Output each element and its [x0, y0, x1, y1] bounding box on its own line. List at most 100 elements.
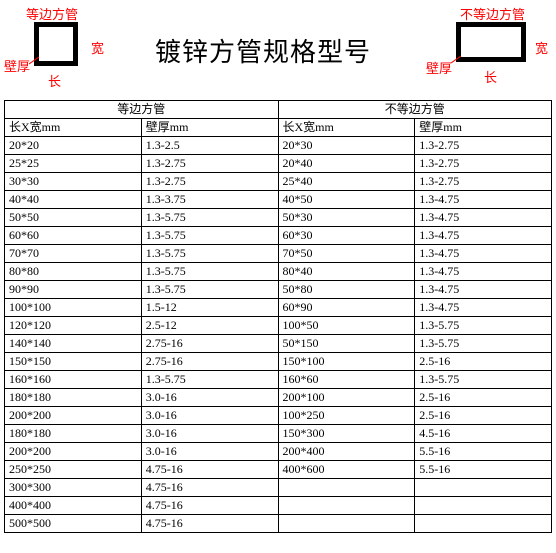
cell-a: 90*90: [5, 281, 142, 299]
cell-d: 1.3-4.75: [415, 299, 552, 317]
cell-d: 1.3-5.75: [415, 335, 552, 353]
cell-d: 1.3-5.75: [415, 371, 552, 389]
cell-a: 140*140: [5, 335, 142, 353]
cell-a: 180*180: [5, 389, 142, 407]
cell-a: 20*20: [5, 137, 142, 155]
cell-d: 1.3-4.75: [415, 263, 552, 281]
cell-b: 2.75-16: [141, 335, 278, 353]
table-row: 20*201.3-2.520*301.3-2.75: [5, 137, 552, 155]
cell-a: 80*80: [5, 263, 142, 281]
table-row: 70*701.3-5.7570*501.3-4.75: [5, 245, 552, 263]
cell-c: 60*90: [278, 299, 415, 317]
cell-a: 160*160: [5, 371, 142, 389]
label-wall: 壁厚: [4, 56, 30, 75]
cell-c: 70*50: [278, 245, 415, 263]
cell-c: 20*40: [278, 155, 415, 173]
cell-c: 50*150: [278, 335, 415, 353]
cell-c: 60*30: [278, 227, 415, 245]
table-row: 150*1502.75-16150*1002.5-16: [5, 353, 552, 371]
cell-a: 200*200: [5, 443, 142, 461]
cell-a: 200*200: [5, 407, 142, 425]
table-row: 120*1202.5-12100*501.3-5.75: [5, 317, 552, 335]
cell-b: 4.75-16: [141, 461, 278, 479]
cell-b: 1.3-3.75: [141, 191, 278, 209]
cell-a: 100*100: [5, 299, 142, 317]
cell-c: [278, 515, 415, 533]
cell-c: 50*80: [278, 281, 415, 299]
cell-d: 1.3-2.75: [415, 155, 552, 173]
table-row: 30*301.3-2.7525*401.3-2.75: [5, 173, 552, 191]
cell-b: 4.75-16: [141, 515, 278, 533]
cell-d: 1.3-4.75: [415, 245, 552, 263]
table-group-row: 等边方管 不等边方管: [5, 101, 552, 119]
cell-b: 1.3-5.75: [141, 281, 278, 299]
table-row: 40*401.3-3.7540*501.3-4.75: [5, 191, 552, 209]
cell-c: [278, 497, 415, 515]
cell-c: 200*400: [278, 443, 415, 461]
square-tube-diagram: 等边方管 宽 长 壁厚: [8, 10, 98, 90]
group-right: 不等边方管: [278, 101, 552, 119]
cell-a: 150*150: [5, 353, 142, 371]
cell-d: 1.3-2.75: [415, 137, 552, 155]
cell-d: 1.3-4.75: [415, 281, 552, 299]
table-row: 180*1803.0-16200*1002.5-16: [5, 389, 552, 407]
cell-d: 2.5-16: [415, 353, 552, 371]
cell-d: 2.5-16: [415, 407, 552, 425]
cell-a: 400*400: [5, 497, 142, 515]
cell-c: 50*30: [278, 209, 415, 227]
cell-b: 1.3-5.75: [141, 227, 278, 245]
cell-b: 1.3-2.75: [141, 155, 278, 173]
cell-b: 3.0-16: [141, 443, 278, 461]
cell-b: 4.75-16: [141, 497, 278, 515]
cell-c: 150*100: [278, 353, 415, 371]
label-length: 长: [48, 71, 61, 90]
label-top: 不等边方管: [460, 4, 525, 23]
table-row: 100*1001.5-1260*901.3-4.75: [5, 299, 552, 317]
cell-b: 3.0-16: [141, 407, 278, 425]
table-row: 200*2003.0-16100*2502.5-16: [5, 407, 552, 425]
cell-a: 500*500: [5, 515, 142, 533]
table-row: 160*1601.3-5.75160*601.3-5.75: [5, 371, 552, 389]
cell-a: 300*300: [5, 479, 142, 497]
rect-tube-diagram: 不等边方管 宽 长 壁厚: [428, 10, 548, 90]
label-width: 宽: [535, 38, 548, 57]
table-row: 180*1803.0-16150*3004.5-16: [5, 425, 552, 443]
cell-b: 1.5-12: [141, 299, 278, 317]
cell-a: 50*50: [5, 209, 142, 227]
cell-c: 20*30: [278, 137, 415, 155]
label-length: 长: [484, 67, 497, 86]
cell-a: 180*180: [5, 425, 142, 443]
cell-c: 100*250: [278, 407, 415, 425]
cell-b: 2.5-12: [141, 317, 278, 335]
cell-a: 30*30: [5, 173, 142, 191]
cell-c: 150*300: [278, 425, 415, 443]
spec-table: 等边方管 不等边方管 长X宽mm 壁厚mm 长X宽mm 壁厚mm 20*201.…: [4, 100, 552, 533]
cell-d: 4.5-16: [415, 425, 552, 443]
group-left: 等边方管: [5, 101, 279, 119]
table-header-row: 长X宽mm 壁厚mm 长X宽mm 壁厚mm: [5, 119, 552, 137]
cell-c: 80*40: [278, 263, 415, 281]
table-row: 300*3004.75-16: [5, 479, 552, 497]
cell-c: 400*600: [278, 461, 415, 479]
cell-c: 25*40: [278, 173, 415, 191]
label-wall: 壁厚: [426, 58, 452, 77]
cell-a: 60*60: [5, 227, 142, 245]
cell-d: 1.3-2.75: [415, 173, 552, 191]
cell-d: 2.5-16: [415, 389, 552, 407]
cell-c: 200*100: [278, 389, 415, 407]
col-a: 长X宽mm: [5, 119, 142, 137]
label-top: 等边方管: [26, 4, 78, 23]
cell-b: 3.0-16: [141, 389, 278, 407]
cell-d: 5.5-16: [415, 461, 552, 479]
table-row: 25*251.3-2.7520*401.3-2.75: [5, 155, 552, 173]
table-row: 500*5004.75-16: [5, 515, 552, 533]
col-b: 壁厚mm: [141, 119, 278, 137]
cell-b: 1.3-2.75: [141, 173, 278, 191]
cell-d: 1.3-4.75: [415, 227, 552, 245]
table-row: 60*601.3-5.7560*301.3-4.75: [5, 227, 552, 245]
cell-c: 40*50: [278, 191, 415, 209]
label-width: 宽: [91, 38, 104, 57]
cell-d: 5.5-16: [415, 443, 552, 461]
table-row: 80*801.3-5.7580*401.3-4.75: [5, 263, 552, 281]
table-row: 200*2003.0-16200*4005.5-16: [5, 443, 552, 461]
